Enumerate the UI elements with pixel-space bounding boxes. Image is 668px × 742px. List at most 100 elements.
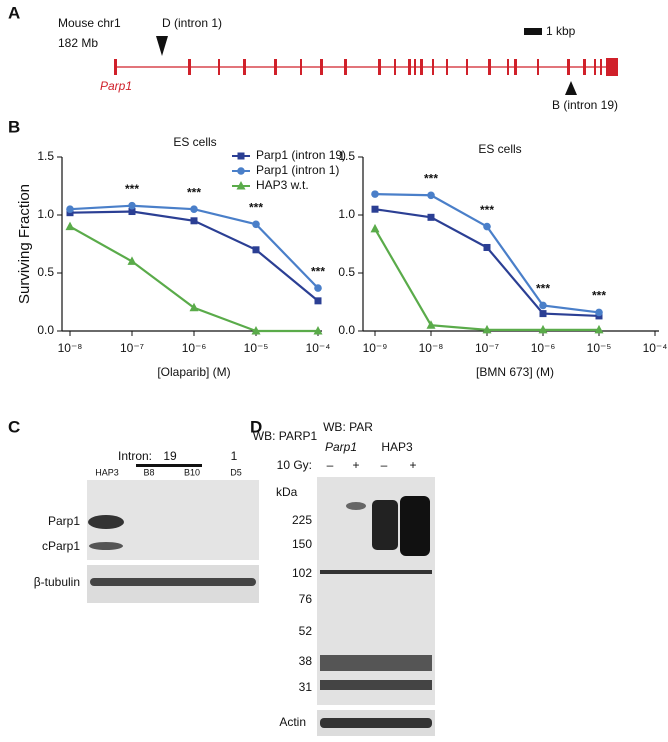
y-tick-label: 0.5	[338, 265, 355, 279]
marker: 38	[299, 654, 313, 668]
band	[90, 578, 256, 586]
chart-title: ES cells	[173, 135, 216, 149]
y-tick-label: 0.0	[37, 323, 54, 337]
lane-label: +	[409, 458, 416, 472]
significance: ***	[311, 264, 325, 278]
band	[400, 496, 430, 556]
scale: 1 kbp	[546, 24, 576, 38]
marker	[370, 223, 380, 233]
loading-label: Actin	[279, 715, 306, 729]
x-tick-label: 10⁻⁵	[587, 341, 612, 355]
marker	[427, 191, 435, 200]
marker	[483, 243, 491, 251]
x-tick-label: 10⁻⁶	[531, 341, 556, 355]
lane-label: HAP3	[95, 467, 119, 477]
marker	[252, 246, 260, 254]
marker	[426, 320, 436, 329]
marker	[483, 222, 491, 231]
unit: kDa	[276, 485, 298, 499]
lane-label: B8	[143, 467, 154, 477]
blot-d: WB: PAR Parp1 HAP3 10 Gy: – + – + kDa 22…	[276, 420, 435, 736]
marker	[313, 326, 323, 335]
lane-label: +	[352, 458, 359, 472]
significance: ***	[592, 289, 606, 303]
marker	[65, 221, 75, 231]
significance: ***	[480, 203, 494, 217]
marker	[314, 297, 322, 305]
lane-label: –	[327, 458, 334, 472]
marker	[128, 201, 136, 210]
y-tick-label: 1.0	[37, 207, 54, 221]
marker: 52	[299, 624, 313, 638]
marker: 102	[292, 566, 312, 580]
band	[320, 680, 432, 690]
exons	[114, 58, 618, 76]
y-tick-label: 1.5	[338, 149, 355, 163]
marker	[539, 310, 547, 318]
arrow	[565, 81, 577, 95]
marker	[371, 205, 379, 213]
loading-label: β-tubulin	[34, 575, 80, 589]
group-label: Parp1	[325, 440, 357, 454]
band	[89, 542, 123, 550]
x-axis-label: [Olaparib] (M)	[157, 365, 230, 379]
marker	[189, 302, 199, 312]
marker	[314, 284, 322, 292]
intron-label: Intron:	[118, 449, 152, 463]
band	[320, 570, 432, 574]
marker	[371, 190, 379, 198]
x-tick-label: 10⁻⁷	[475, 341, 499, 355]
marker	[427, 213, 435, 221]
legend-label: HAP3 w.t.	[256, 178, 309, 192]
x-tick-label: 10⁻⁴	[643, 341, 668, 355]
chromosome: Mouse chr1	[58, 16, 121, 30]
band	[88, 515, 124, 529]
band	[320, 718, 432, 728]
band-label: cParp1	[42, 539, 80, 553]
legend-label: Parp1 (intron 19)	[256, 148, 346, 162]
y-tick-label: 1.0	[338, 207, 355, 221]
x-tick-label: 10⁻⁶	[182, 341, 207, 355]
lane-label: B10	[184, 467, 200, 477]
marker	[538, 324, 548, 334]
intron: 19	[163, 449, 177, 463]
marker	[594, 324, 604, 334]
panel-label: D	[250, 417, 262, 436]
y-axis-label: Surviving Fraction	[16, 184, 33, 304]
marker	[190, 205, 198, 213]
significance: ***	[424, 171, 438, 185]
significance: ***	[187, 185, 201, 199]
panel-label: C	[8, 417, 20, 436]
marker	[128, 208, 136, 216]
position: 182 Mb	[58, 36, 98, 50]
significance: ***	[536, 282, 550, 296]
gene-name: Parp1	[100, 79, 132, 93]
marker	[482, 324, 492, 334]
y-tick-label: 0.5	[37, 265, 54, 279]
legend-label: Parp1 (intron 1)	[256, 163, 339, 177]
chart-title: ES cells	[478, 142, 521, 156]
marker	[236, 181, 246, 190]
y-tick-label: 0.0	[338, 323, 355, 337]
x-tick-label: 10⁻⁸	[58, 341, 83, 355]
band	[320, 655, 432, 671]
site-label: B (intron 19)	[552, 98, 618, 112]
x-axis-label: [BMN 673] (M)	[476, 365, 554, 379]
marker	[190, 217, 198, 225]
panel-label: B	[8, 117, 20, 136]
marker	[237, 167, 245, 175]
series-line	[69, 210, 319, 302]
marker: 31	[299, 680, 313, 694]
lane-label: –	[381, 458, 388, 472]
gene-map: Mouse chr1 182 Mb D (intron 1) 1 kbp Par…	[58, 16, 618, 112]
blot-c: WB: PARP1 Intron: 19 1 HAP3 B8 B10 D5 Pa…	[34, 429, 318, 603]
group-label: HAP3	[381, 440, 413, 454]
lane-bar	[136, 464, 202, 467]
intron: 1	[231, 449, 238, 463]
significance: ***	[125, 182, 139, 196]
marker	[539, 301, 547, 310]
band-label: Parp1	[48, 514, 80, 528]
y-tick-label: 1.5	[37, 149, 54, 163]
marker	[595, 308, 603, 317]
x-tick-label: 10⁻⁸	[419, 341, 444, 355]
